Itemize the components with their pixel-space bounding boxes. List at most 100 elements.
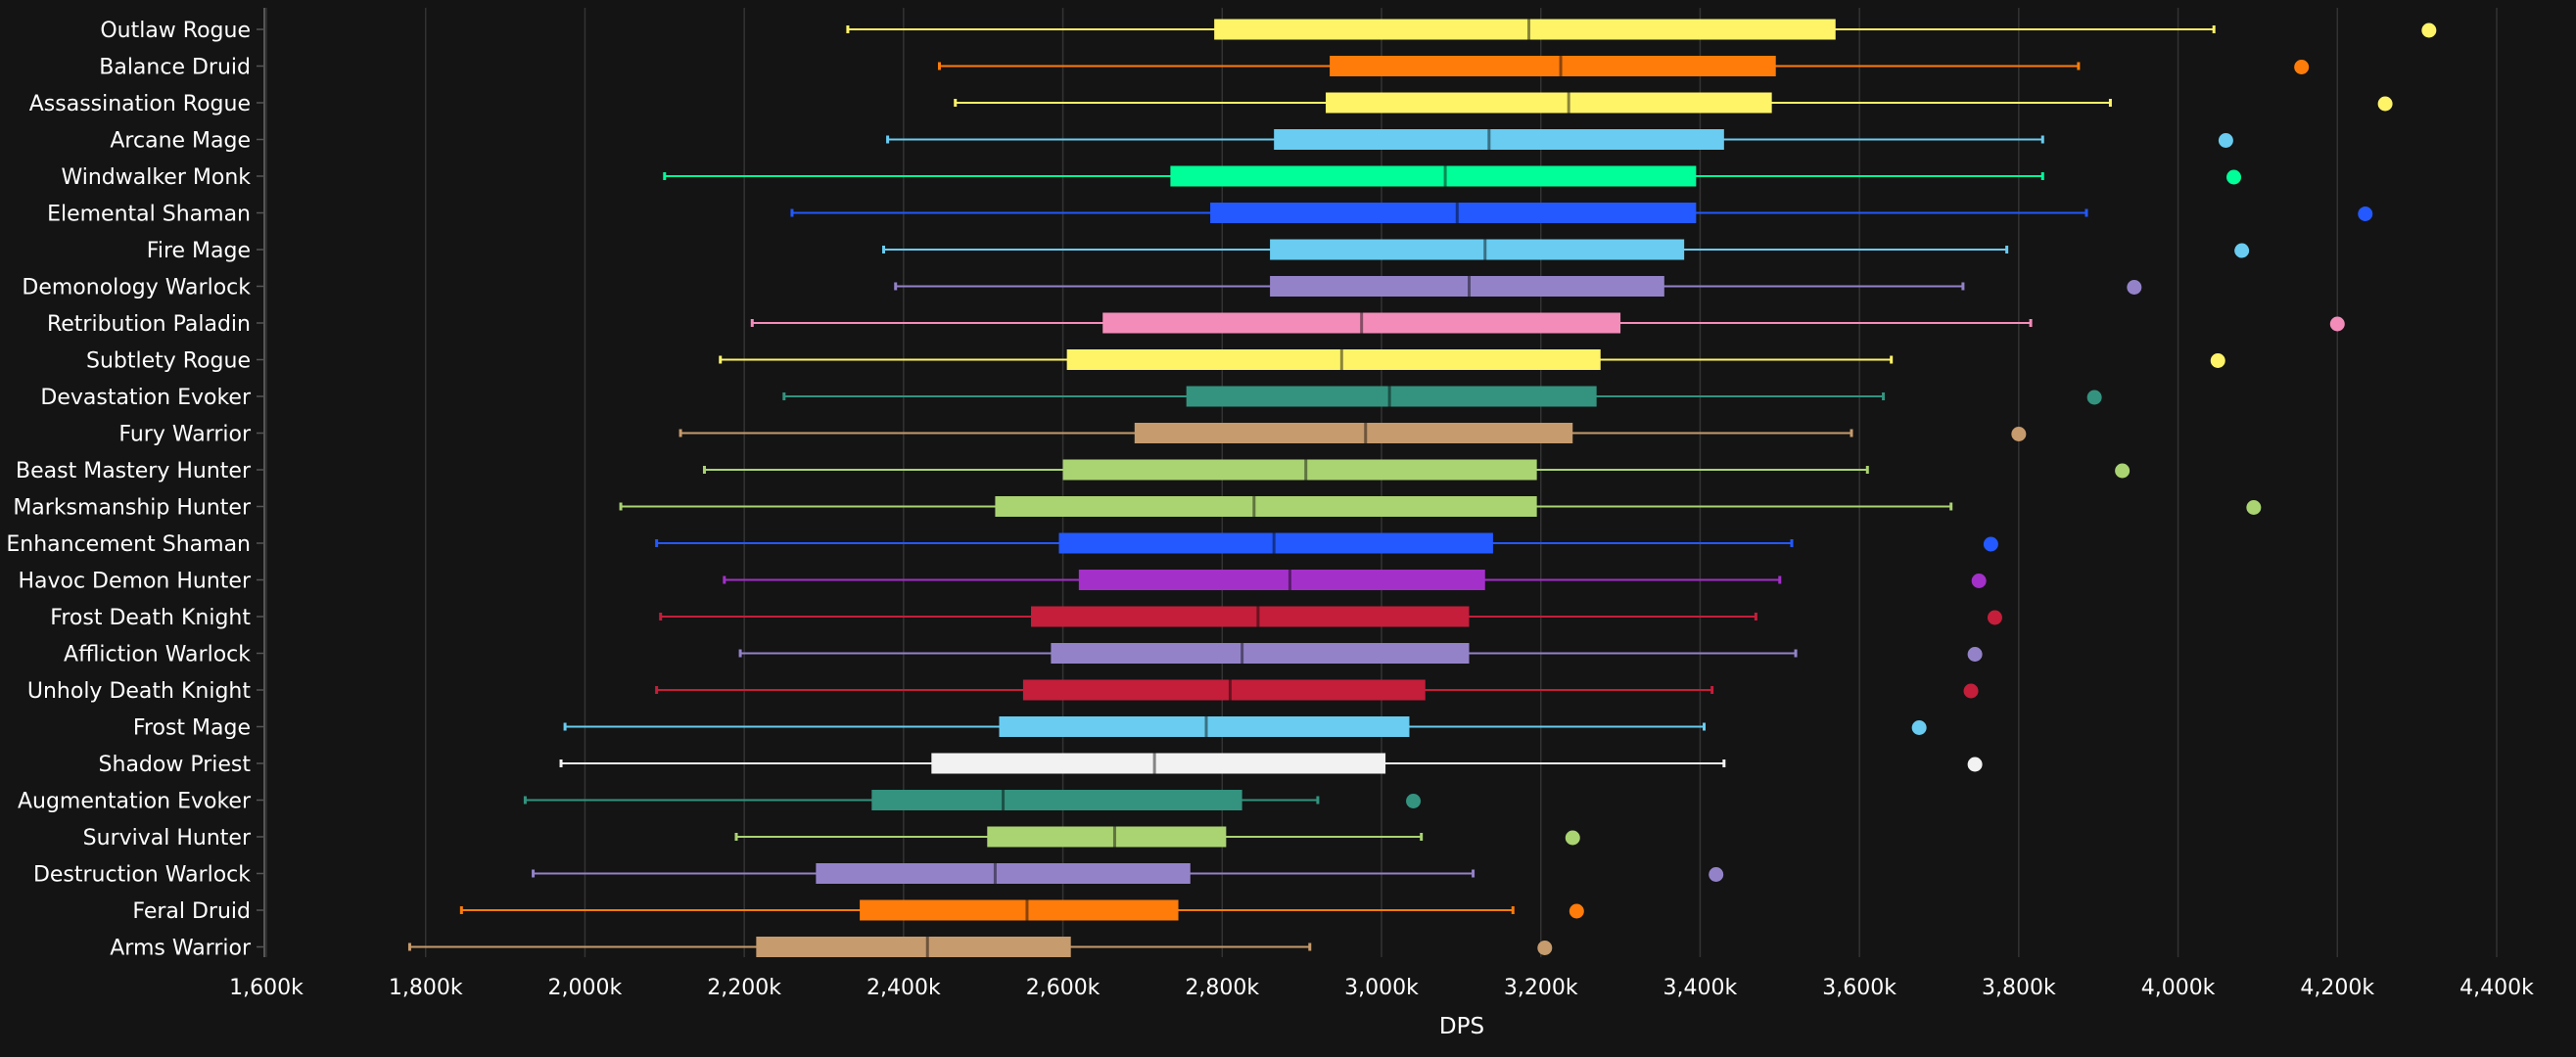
spec-row: Havoc Demon Hunter xyxy=(18,570,1987,594)
outlier-point xyxy=(1911,720,1927,735)
outlier-point xyxy=(2210,353,2225,368)
iqr-box xyxy=(987,826,1227,848)
x-tick-label: 4,200k xyxy=(2300,976,2374,1000)
spec-row: Beast Mastery Hunter xyxy=(16,459,2131,483)
iqr-box xyxy=(931,753,1386,774)
x-tick-label: 3,800k xyxy=(1982,976,2056,1000)
spec-label: Fury Warrior xyxy=(118,423,252,447)
outlier-point xyxy=(2127,280,2142,295)
iqr-box xyxy=(1058,532,1493,554)
spec-label: Outlaw Rogue xyxy=(100,19,251,43)
outlier-point xyxy=(2421,23,2437,38)
x-tick-label: 4,000k xyxy=(2141,976,2216,1000)
spec-label: Elemental Shaman xyxy=(47,203,251,227)
spec-label: Survival Hunter xyxy=(83,826,252,850)
spec-label: Demonology Warlock xyxy=(22,276,251,300)
spec-row: Augmentation Evoker xyxy=(18,790,1422,814)
iqr-box xyxy=(1134,423,1573,443)
spec-row: Feral Druid xyxy=(132,899,1584,924)
spec-label: Shadow Priest xyxy=(99,753,252,777)
spec-row: Marksmanship Hunter xyxy=(13,496,2262,521)
grid-lines xyxy=(265,8,2498,957)
x-tick-label: 3,400k xyxy=(1663,976,1738,1000)
outlier-point xyxy=(1963,683,1979,699)
spec-label: Retribution Paladin xyxy=(47,312,251,337)
spec-row: Arms Warrior xyxy=(110,937,1553,961)
spec-row: Affliction Warlock xyxy=(64,643,1983,667)
iqr-box xyxy=(756,937,1071,957)
spec-label: Fire Mage xyxy=(147,239,251,263)
outlier-point xyxy=(2226,169,2242,185)
box-rows: Outlaw Rogue Balance Druid Assassination R… xyxy=(6,19,2437,961)
spec-label: Windwalker Monk xyxy=(61,165,251,190)
spec-row: Windwalker Monk xyxy=(61,165,2242,190)
iqr-box xyxy=(1326,92,1772,114)
spec-label: Destruction Warlock xyxy=(33,863,251,888)
outlier-point xyxy=(1983,536,1998,552)
spec-label: Augmentation Evoker xyxy=(18,790,252,814)
spec-row: Enhancement Shaman xyxy=(6,532,1998,557)
spec-row: Arcane Mage xyxy=(110,129,2233,154)
x-tick-labels: 1,600k 1,800k 2,000k 2,200k 2,400k 2,600k 2,80… xyxy=(229,976,2534,1000)
iqr-box xyxy=(1062,459,1537,481)
spec-label: Frost Mage xyxy=(133,716,251,741)
x-tick-label: 3,200k xyxy=(1504,976,1578,1000)
spec-row: Frost Mage xyxy=(133,716,1927,741)
x-tick-label: 2,000k xyxy=(548,976,623,1000)
spec-row: Fire Mage xyxy=(147,239,2250,263)
outlier-point xyxy=(1709,867,1724,882)
outlier-point xyxy=(2377,96,2393,112)
iqr-box xyxy=(1170,165,1697,187)
spec-row: Fury Warrior xyxy=(118,423,2027,447)
iqr-box xyxy=(1214,19,1836,40)
spec-row: Unholy Death Knight xyxy=(27,679,1979,704)
spec-label: Subtlety Rogue xyxy=(86,349,251,374)
spec-label: Havoc Demon Hunter xyxy=(18,570,251,594)
x-tick-label: 3,000k xyxy=(1344,976,1419,1000)
outlier-point xyxy=(1967,757,1983,772)
outlier-point xyxy=(1569,903,1584,919)
spec-row: Devastation Evoker xyxy=(40,386,2102,410)
x-axis-title: DPS xyxy=(1439,1014,1484,1039)
iqr-box xyxy=(1186,386,1597,407)
outlier-point xyxy=(2234,243,2250,258)
spec-label: Affliction Warlock xyxy=(64,643,251,667)
iqr-box xyxy=(1270,276,1664,297)
outlier-point xyxy=(2358,207,2373,221)
outlier-point xyxy=(1971,574,1987,588)
iqr-box xyxy=(860,899,1179,921)
spec-row: Assassination Rogue xyxy=(29,92,2393,116)
x-tick-label: 2,200k xyxy=(707,976,781,1000)
spec-label: Devastation Evoker xyxy=(40,386,252,410)
spec-label: Frost Death Knight xyxy=(50,606,251,630)
outlier-point xyxy=(1987,610,2002,625)
iqr-box xyxy=(1031,606,1470,627)
outlier-point xyxy=(2246,500,2262,515)
x-tick-label: 2,800k xyxy=(1185,976,1259,1000)
spec-row: Destruction Warlock xyxy=(33,863,1724,888)
spec-row: Retribution Paladin xyxy=(47,312,2345,337)
iqr-box xyxy=(1330,56,1776,76)
spec-label: Enhancement Shaman xyxy=(6,532,251,557)
outlier-point xyxy=(1565,830,1580,846)
iqr-box xyxy=(1274,129,1724,150)
iqr-box xyxy=(871,790,1242,810)
spec-label: Beast Mastery Hunter xyxy=(16,459,252,483)
iqr-box xyxy=(1066,349,1601,370)
spec-row: Frost Death Knight xyxy=(50,606,2002,630)
outlier-point xyxy=(2294,60,2310,74)
iqr-box xyxy=(1270,239,1685,260)
spec-row: Survival Hunter xyxy=(83,826,1580,850)
outlier-point xyxy=(2115,463,2131,479)
spec-row: Balance Druid xyxy=(99,56,2310,80)
x-tick-label: 2,400k xyxy=(866,976,941,1000)
spec-label: Marksmanship Hunter xyxy=(13,496,252,521)
spec-label: Arms Warrior xyxy=(110,937,252,961)
spec-row: Shadow Priest xyxy=(99,753,1983,777)
iqr-box xyxy=(1051,643,1470,664)
iqr-box xyxy=(1022,679,1426,701)
x-tick-label: 2,600k xyxy=(1026,976,1101,1000)
iqr-box xyxy=(999,716,1410,737)
spec-row: Outlaw Rogue xyxy=(100,19,2437,43)
